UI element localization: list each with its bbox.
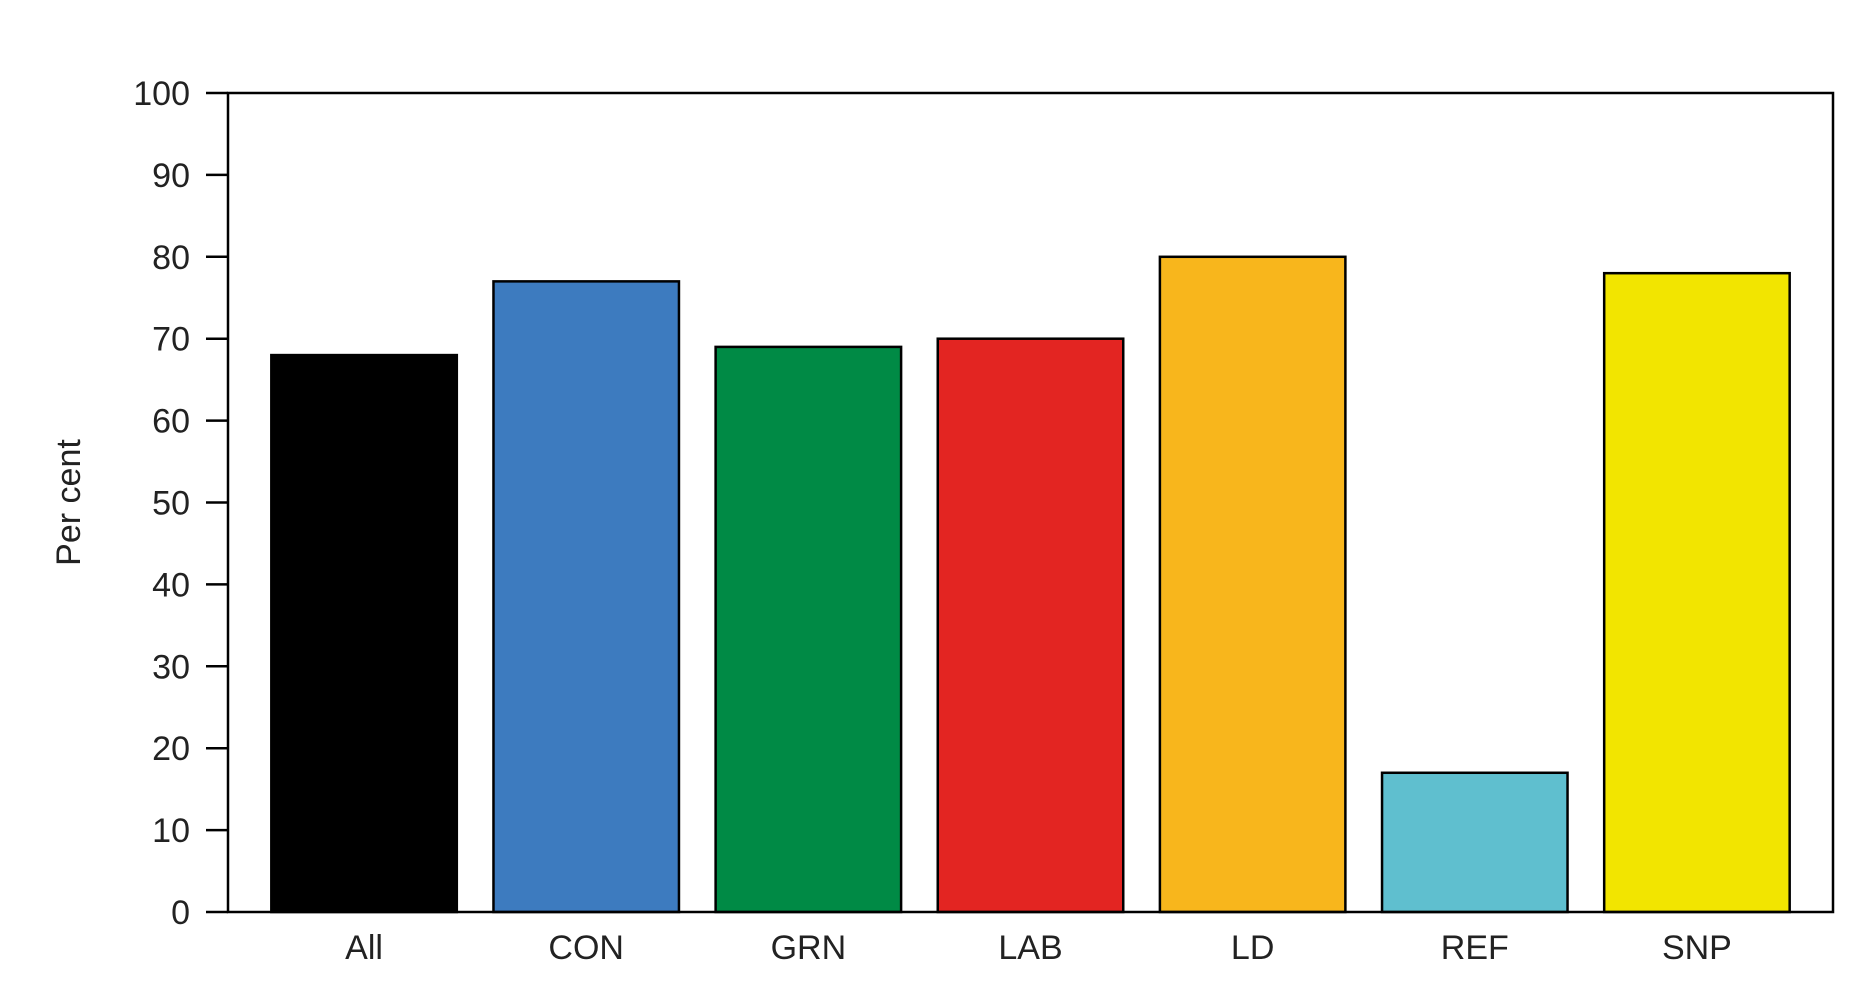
bar-ref	[1380, 771, 1569, 914]
y-tick-label: 50	[152, 485, 190, 523]
x-axis: All CON GRN LAB LD REF SNP	[345, 929, 1732, 967]
x-tick-label: GRN	[771, 929, 847, 967]
y-tick-label: 100	[133, 75, 190, 113]
y-tick-label: 30	[152, 648, 190, 686]
x-tick-label: LAB	[998, 929, 1062, 967]
y-tick-label: 20	[152, 730, 190, 768]
x-tick-label: All	[345, 929, 383, 967]
y-tick-label: 90	[152, 157, 190, 195]
x-tick-label: REF	[1441, 929, 1509, 967]
bar-ld	[1158, 255, 1347, 914]
y-tick-label: 40	[152, 566, 190, 604]
x-tick-label: LD	[1231, 929, 1274, 967]
y-tick-label: 80	[152, 239, 190, 277]
bars	[270, 255, 1791, 914]
y-tick-label: 10	[152, 812, 190, 850]
bar-grn	[714, 345, 903, 914]
x-tick-label: CON	[548, 929, 624, 967]
bar-lab	[936, 337, 1125, 914]
bar-all	[270, 353, 459, 914]
bar-con	[492, 280, 681, 914]
y-tick-label: 0	[171, 894, 190, 932]
x-tick-label: SNP	[1662, 929, 1732, 967]
bar-snp	[1602, 271, 1791, 914]
y-tick-label: 70	[152, 321, 190, 359]
y-axis: 0 10 20 30 40 50 60 70 80 90 100	[133, 75, 228, 932]
plot-frame	[226, 91, 1835, 914]
y-tick-label: 60	[152, 403, 190, 441]
y-axis-title: Per cent	[50, 439, 88, 566]
